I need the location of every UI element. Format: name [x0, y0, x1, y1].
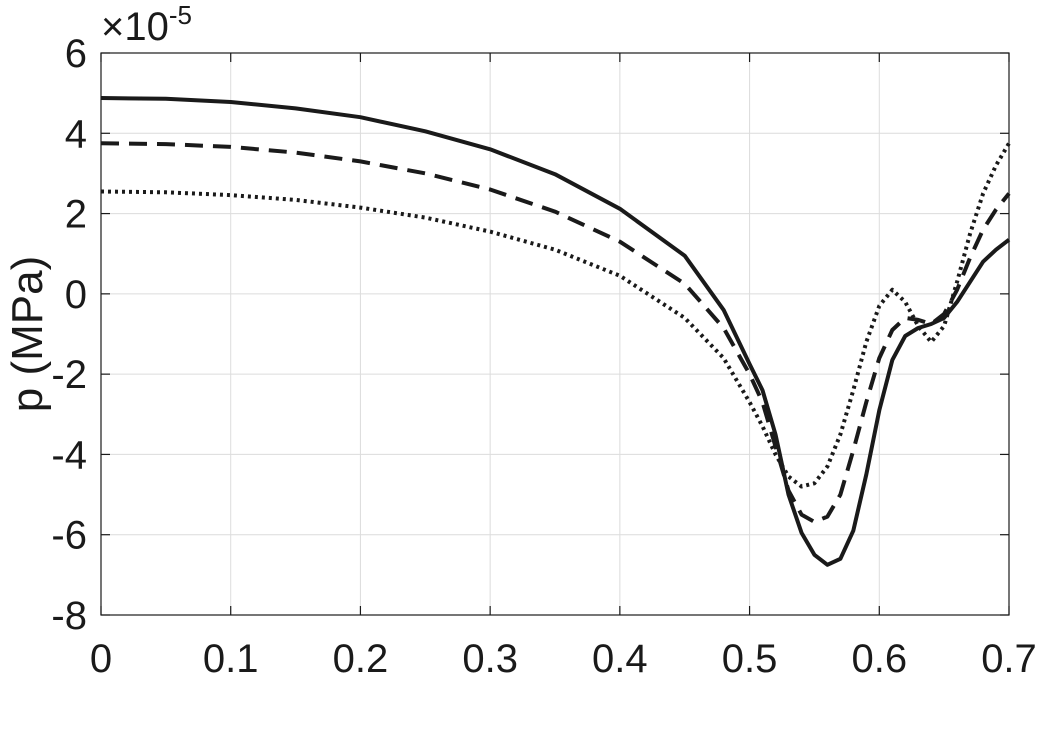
series-line-solid — [100, 96, 1011, 567]
x-axis-ticks: 0 0.1 0.2 0.3 0.4 0.5 0.6 0.7 — [90, 53, 1037, 681]
y-tick-label: 2 — [65, 193, 87, 237]
y-tick-label: -4 — [51, 433, 87, 477]
y-axis-label: p (MPa) — [3, 256, 52, 412]
x-tick-label: 0.4 — [592, 637, 648, 681]
x-tick-label: 0.6 — [851, 637, 907, 681]
y-axis-exponent: ×10-5 — [101, 0, 192, 49]
y-tick-label: -8 — [51, 594, 87, 638]
x-tick-label: 0.3 — [462, 637, 518, 681]
x-tick-label: 0.2 — [333, 637, 389, 681]
exponent-power: -5 — [169, 0, 192, 30]
y-tick-label: -6 — [51, 514, 87, 558]
plot-frame — [100, 52, 1010, 616]
grid-lines — [100, 52, 1010, 616]
exponent-prefix: ×10 — [101, 5, 169, 49]
y-tick-label: -2 — [51, 353, 87, 397]
x-tick-label: 0.5 — [722, 637, 778, 681]
y-tick-label: 4 — [65, 112, 87, 156]
x-tick-label: 0.7 — [981, 637, 1037, 681]
y-tick-label: 0 — [65, 273, 87, 317]
y-axis-ticks: -8 -6 -4 -2 0 2 4 6 — [51, 32, 1009, 638]
x-tick-label: 0.1 — [203, 637, 259, 681]
y-tick-label: 6 — [65, 32, 87, 76]
x-tick-label: 0 — [90, 637, 112, 681]
plot-series — [100, 96, 1011, 567]
series-line-dashed — [100, 141, 1011, 524]
series-line-dotted — [100, 142, 1011, 489]
